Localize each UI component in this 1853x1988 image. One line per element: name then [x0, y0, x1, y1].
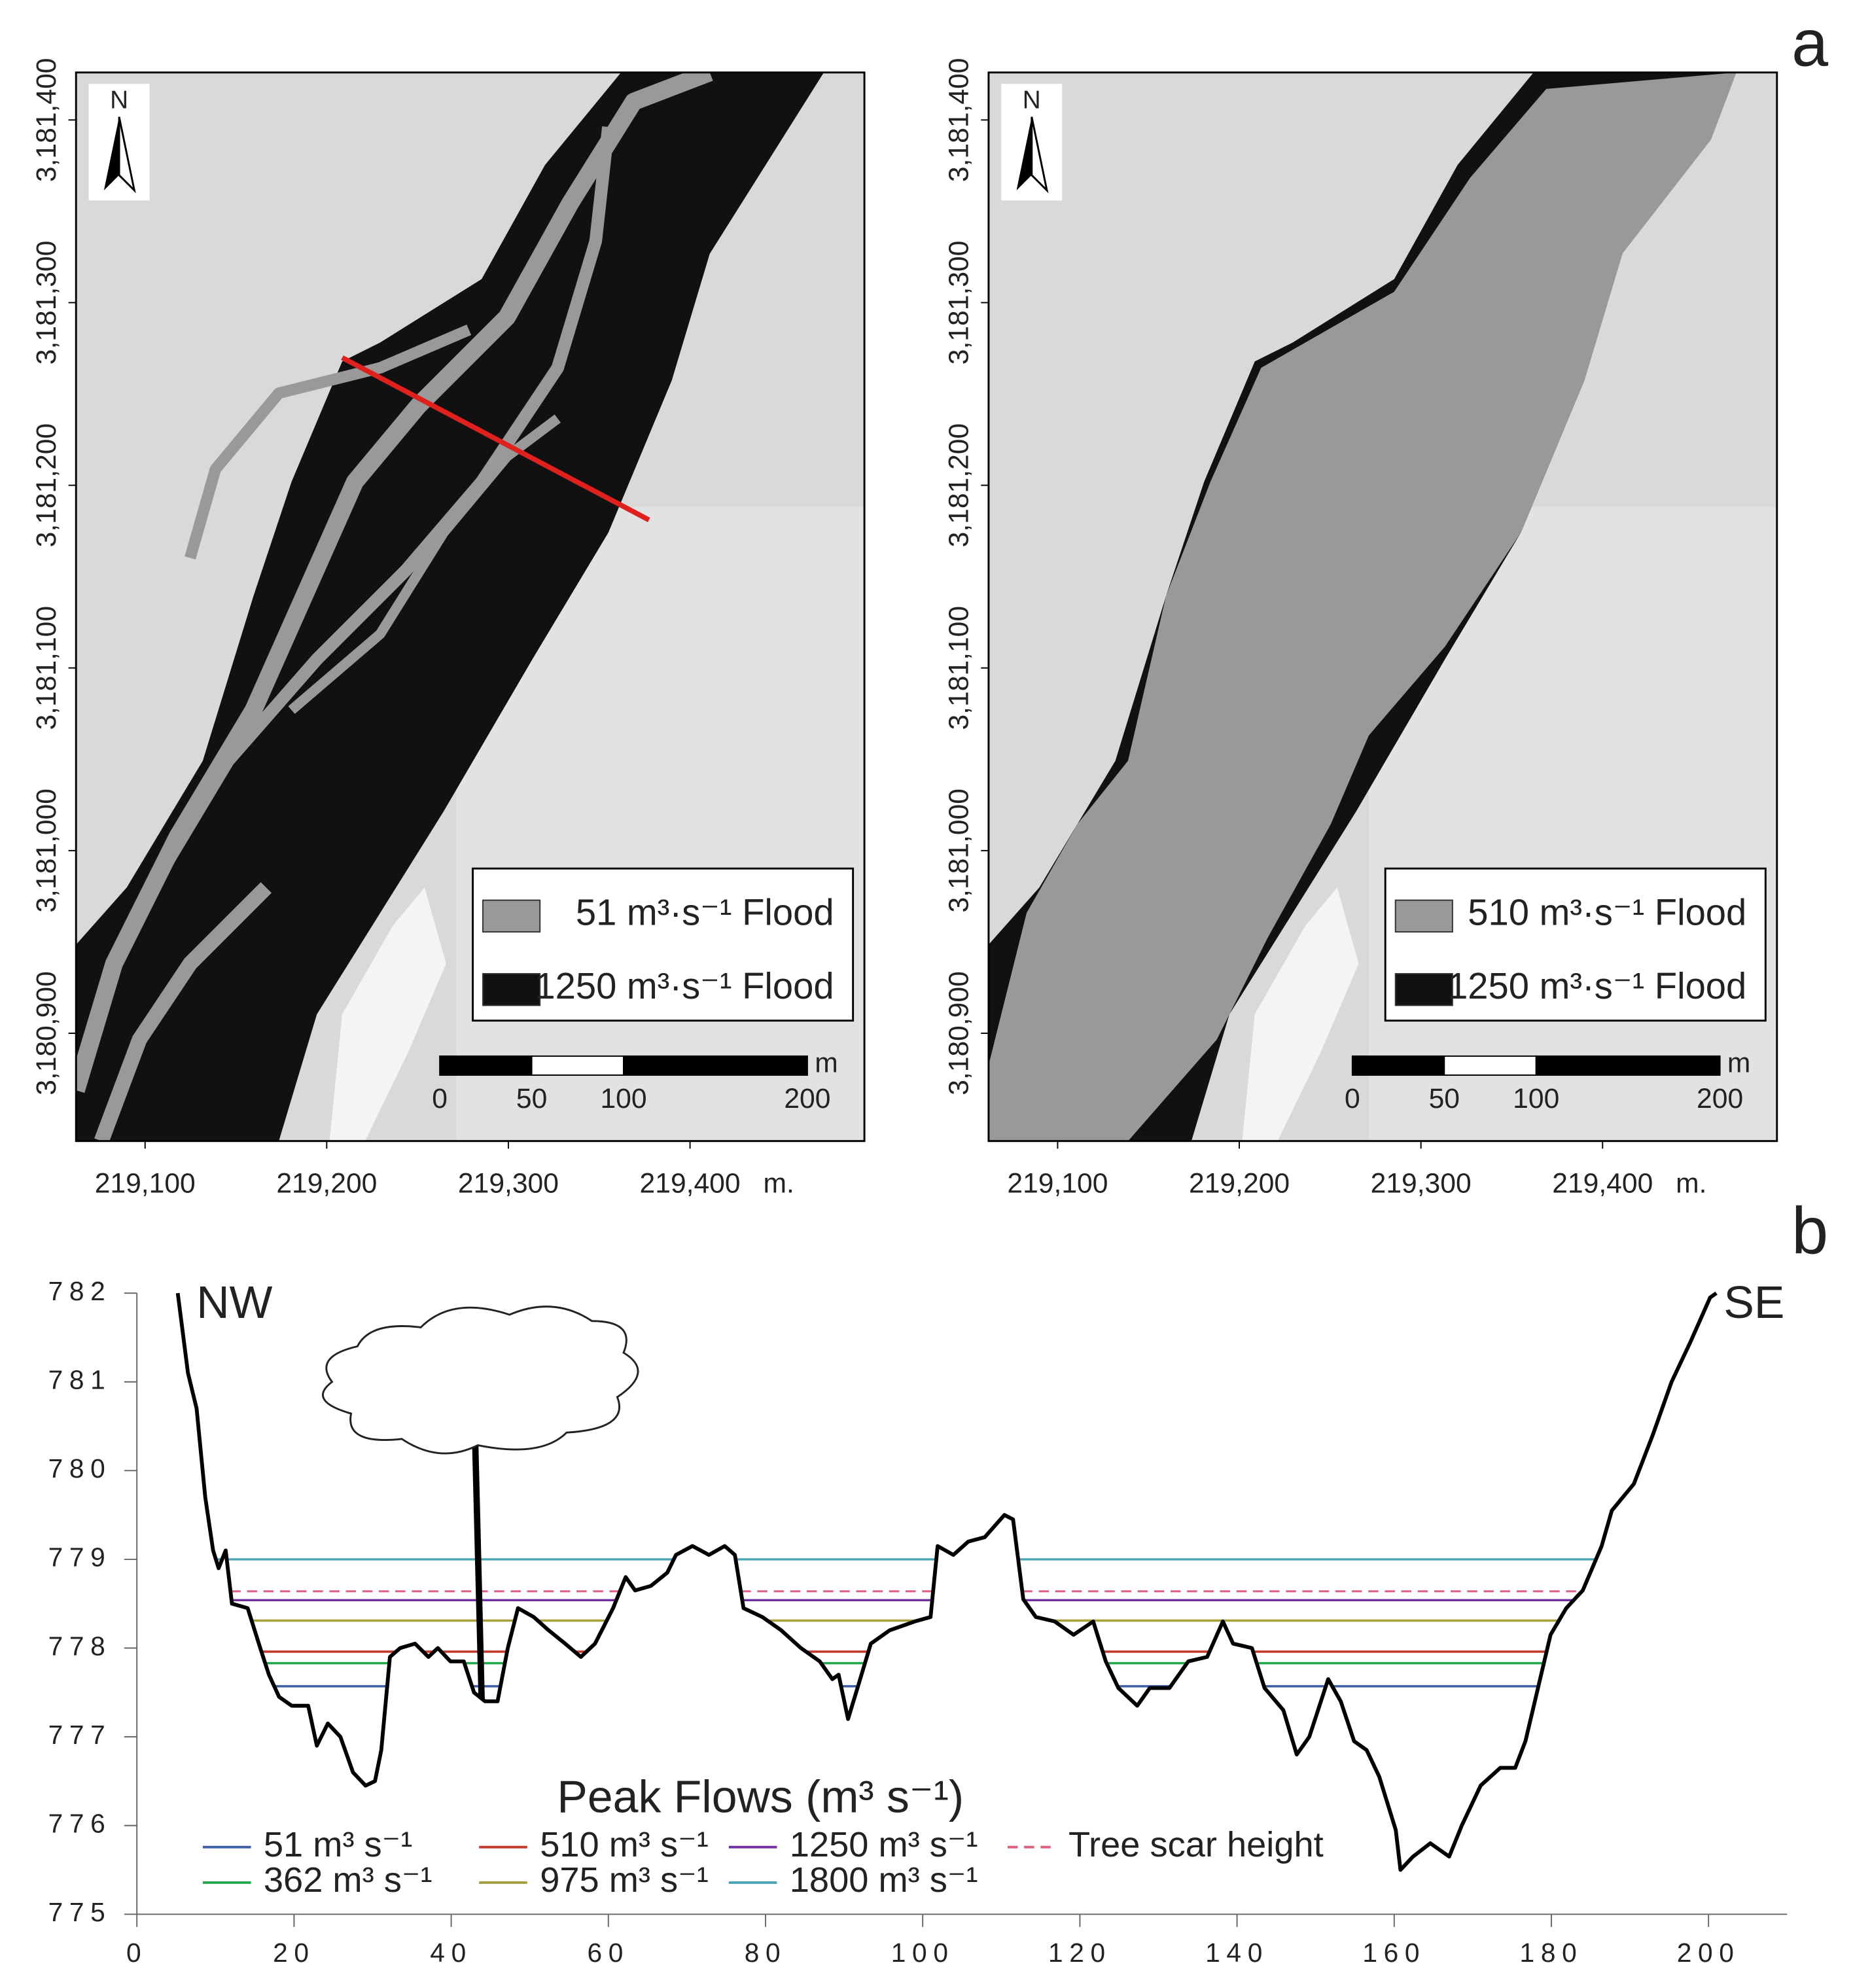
map-frame	[987, 71, 1778, 1143]
terrain-profile	[175, 1291, 1718, 1872]
map-panel: N 510 m³·s⁻¹ Flood 1250 m³·s⁻¹ Flood 0 50 100…	[944, 58, 1778, 1199]
scale-bar-label: 0	[432, 1083, 448, 1114]
y-tick-label: 782	[48, 1276, 112, 1306]
legend-swatch	[482, 899, 541, 933]
y-tick-label: 775	[48, 1897, 112, 1927]
scale-bar-segment	[531, 1055, 625, 1076]
north-arrow	[1031, 116, 1049, 194]
scale-bar-segment	[1535, 1055, 1721, 1076]
x-tick-label: 60	[587, 1938, 629, 1968]
legend-label: 510 m³·s⁻¹ Flood	[1468, 892, 1746, 933]
x-axis-unit: m.	[1676, 1168, 1706, 1199]
x-tick-label: 180	[1520, 1938, 1583, 1968]
legend-swatch	[1394, 899, 1453, 933]
x-tick-label: 219,100	[95, 1168, 196, 1199]
x-tick-label: 80	[745, 1938, 787, 1968]
scale-bar-label: 50	[1429, 1083, 1460, 1114]
y-tick-label: 3,181,300	[31, 241, 62, 365]
legend-swatch	[1394, 973, 1453, 1006]
legend-label: Tree scar height	[1068, 1825, 1324, 1864]
flood-extent	[76, 72, 824, 1141]
scale-bar-label: 200	[784, 1083, 830, 1114]
scale-bar-label: 100	[1513, 1083, 1559, 1114]
transect-line	[341, 355, 650, 522]
y-tick-label: 778	[48, 1631, 112, 1661]
y-tick-label: 3,181,000	[31, 789, 62, 913]
bar-island	[1242, 887, 1359, 1141]
scale-bar-segment	[1443, 1055, 1537, 1076]
scale-bar-unit: m	[815, 1048, 838, 1079]
x-axis-unit: m.	[763, 1168, 794, 1199]
scale-bar-unit: m	[1727, 1048, 1751, 1079]
legend-swatch	[482, 973, 541, 1006]
y-tick-label: 780	[48, 1453, 112, 1483]
legend-label: 51 m³ s⁻¹	[264, 1825, 412, 1864]
panel-label: b	[1791, 1195, 1828, 1268]
y-tick-label: 3,181,400	[944, 58, 975, 183]
legend-label: 1800 m³ s⁻¹	[790, 1860, 978, 1900]
flood-channel	[94, 882, 272, 1141]
bar-island	[329, 887, 446, 1141]
scale-bar-label: 200	[1697, 1083, 1743, 1114]
map-panel: N 51 m³·s⁻¹ Flood 1250 m³·s⁻¹ Flood 0 50 100 2…	[31, 58, 866, 1199]
y-tick-label: 781	[48, 1364, 112, 1394]
north-label: N	[110, 86, 128, 115]
y-tick-label: 777	[48, 1720, 112, 1750]
x-tick-label: 160	[1362, 1938, 1426, 1968]
north-arrow	[118, 116, 136, 194]
y-tick-label: 3,181,000	[944, 789, 975, 913]
x-tick-label: 0	[126, 1938, 147, 1968]
x-tick-label: 219,200	[1189, 1168, 1290, 1199]
scale-bar-segment	[1351, 1055, 1445, 1076]
x-tick-label: 219,400	[1552, 1168, 1653, 1199]
x-tick-label: 40	[430, 1938, 472, 1968]
x-tick-label: 219,300	[1371, 1168, 1472, 1199]
legend-label: 1250 m³·s⁻¹ Flood	[535, 965, 834, 1006]
y-tick-label: 3,181,200	[944, 423, 975, 548]
legend-label: 362 m³ s⁻¹	[264, 1860, 432, 1900]
y-tick-label: 3,181,100	[944, 606, 975, 730]
flood-extent	[988, 72, 1737, 1141]
flood-channel	[185, 324, 472, 560]
x-tick-label: 100	[891, 1938, 955, 1968]
x-tick-label: 219,100	[1007, 1168, 1108, 1199]
legend-label: 1250 m³·s⁻¹ Flood	[1447, 965, 1746, 1006]
x-tick-label: 20	[273, 1938, 315, 1968]
y-tick-label: 3,181,400	[31, 58, 62, 183]
y-tick-label: 3,180,900	[944, 971, 975, 1095]
annotation: SE	[1723, 1277, 1784, 1328]
tree-illustration	[322, 1305, 639, 1699]
x-tick-label: 200	[1677, 1938, 1740, 1968]
x-tick-label: 120	[1048, 1938, 1112, 1968]
north-label: N	[1023, 86, 1041, 115]
legend-label: 510 m³ s⁻¹	[540, 1825, 709, 1864]
legend-title: Peak Flows (m³ s⁻¹)	[557, 1771, 964, 1822]
scale-bar-label: 50	[516, 1083, 547, 1114]
legend-label: 975 m³ s⁻¹	[540, 1860, 709, 1900]
map-frame	[75, 71, 866, 1143]
y-tick-label: 776	[48, 1808, 112, 1838]
legend-label: 1250 m³ s⁻¹	[790, 1825, 978, 1864]
y-tick-label: 3,181,200	[31, 423, 62, 548]
scale-bar-segment	[623, 1055, 808, 1076]
scale-bar-label: 0	[1345, 1083, 1360, 1114]
y-tick-label: 779	[48, 1542, 112, 1572]
map-image	[76, 72, 865, 1141]
y-tick-label: 3,181,300	[944, 241, 975, 365]
annotation: NW	[196, 1277, 272, 1328]
x-tick-label: 140	[1205, 1938, 1269, 1968]
scale-bar-segment	[439, 1055, 533, 1076]
y-tick-label: 3,180,900	[31, 971, 62, 1095]
y-tick-label: 3,181,100	[31, 606, 62, 730]
x-tick-label: 219,300	[458, 1168, 559, 1199]
panel-label: a	[1791, 7, 1829, 80]
north-arrow	[1016, 116, 1032, 190]
flood-channel	[288, 414, 561, 714]
legend-label: 51 m³·s⁻¹ Flood	[576, 892, 834, 933]
x-tick-label: 219,400	[640, 1168, 741, 1199]
scale-bar-label: 100	[600, 1083, 646, 1114]
x-tick-label: 219,200	[276, 1168, 377, 1199]
